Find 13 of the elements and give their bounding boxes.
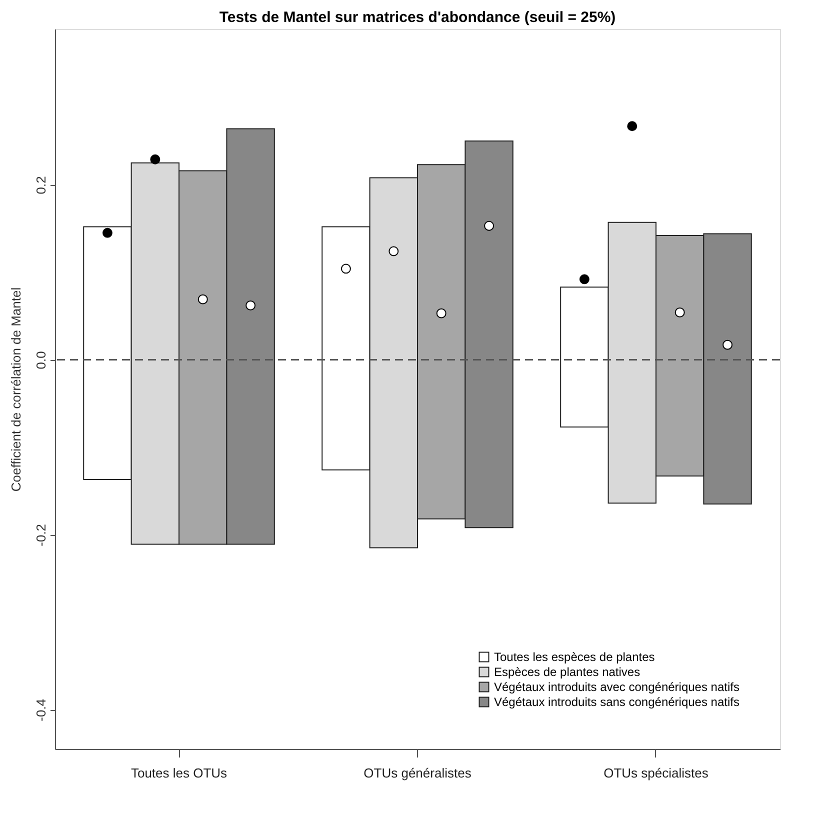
y-tick-label: -0.4 <box>34 698 48 722</box>
x-tick-label: Toutes les OTUs <box>130 766 228 780</box>
legend-label: Végétaux introduits sans congénériques natifs <box>494 695 740 709</box>
y-tick-label: 0.2 <box>34 176 48 194</box>
x-tick-label: OTUs spécialistes <box>604 766 709 780</box>
legend-label: Espèces de plantes natives <box>494 665 640 679</box>
legend-label: Toutes les espèces de plantes <box>494 650 655 664</box>
y-axis-title: Coefficient de corrélation de Mantel <box>8 287 24 492</box>
legend-label: Végétaux introduits avec congénériques natifs <box>494 680 740 694</box>
x-tick-label: OTUs généralistes <box>364 766 472 780</box>
y-tick-label: -0.2 <box>34 524 48 546</box>
y-tick-label: 0.0 <box>34 351 48 370</box>
chart-title: Tests de Mantel sur matrices d'abondance (seuil = 25%) <box>219 9 616 26</box>
